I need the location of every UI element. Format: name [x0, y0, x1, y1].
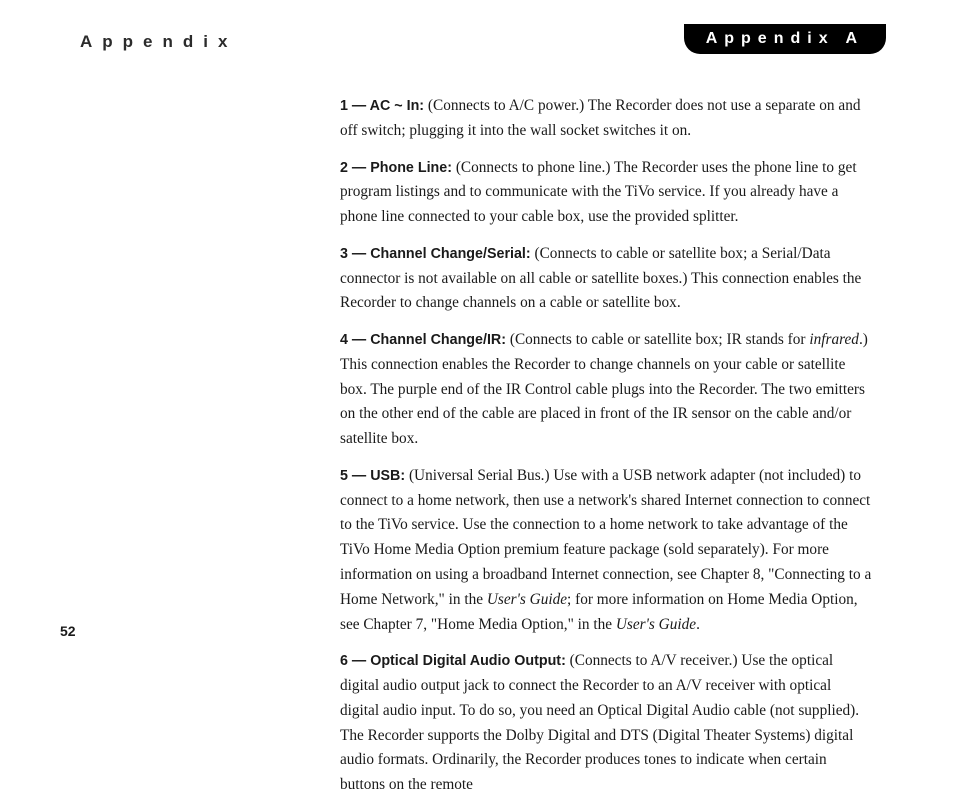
entry-4: 4 — Channel Change/IR: (Connects to cabl… [340, 328, 874, 452]
entry-2-lead: 2 — Phone Line: [340, 160, 452, 176]
entry-3: 3 — Channel Change/Serial: (Connects to … [340, 242, 874, 316]
entry-5-ital-b: User's Guide [616, 616, 696, 633]
running-head-left: Appendix [60, 28, 237, 52]
entry-6: 6 — Optical Digital Audio Output: (Conne… [340, 649, 874, 798]
entry-5-lead: 5 — USB: [340, 468, 405, 484]
entry-4-text-a: (Connects to cable or satellite box; IR … [506, 331, 809, 348]
entry-1: 1 — AC ~ In: (Connects to A/C power.) Th… [340, 94, 874, 144]
body-column: 1 — AC ~ In: (Connects to A/C power.) Th… [340, 68, 874, 798]
entry-4-ital-a: infrared [809, 331, 859, 348]
header-row: Appendix Appendix A [60, 28, 894, 68]
entry-5-text-a: (Universal Serial Bus.) Use with a USB n… [340, 467, 871, 608]
entry-1-lead: 1 — AC ~ In: [340, 98, 424, 114]
running-head-right-pill: Appendix A [684, 24, 886, 54]
entry-2: 2 — Phone Line: (Connects to phone line.… [340, 156, 874, 230]
entry-6-lead: 6 — Optical Digital Audio Output: [340, 653, 566, 669]
entry-3-lead: 3 — Channel Change/Serial: [340, 246, 531, 262]
page: Appendix Appendix A 1 — AC ~ In: (Connec… [0, 0, 954, 663]
entry-4-text-b: .) This connection enables the Recorder … [340, 331, 868, 447]
page-number: 52 [60, 623, 76, 639]
entry-5-ital-a: User's Guide [487, 591, 567, 608]
entry-4-lead: 4 — Channel Change/IR: [340, 332, 506, 348]
entry-6-text: (Connects to A/V receiver.) Use the opti… [340, 652, 859, 793]
entry-5-text-c: . [696, 616, 700, 633]
entry-5: 5 — USB: (Universal Serial Bus.) Use wit… [340, 464, 874, 637]
